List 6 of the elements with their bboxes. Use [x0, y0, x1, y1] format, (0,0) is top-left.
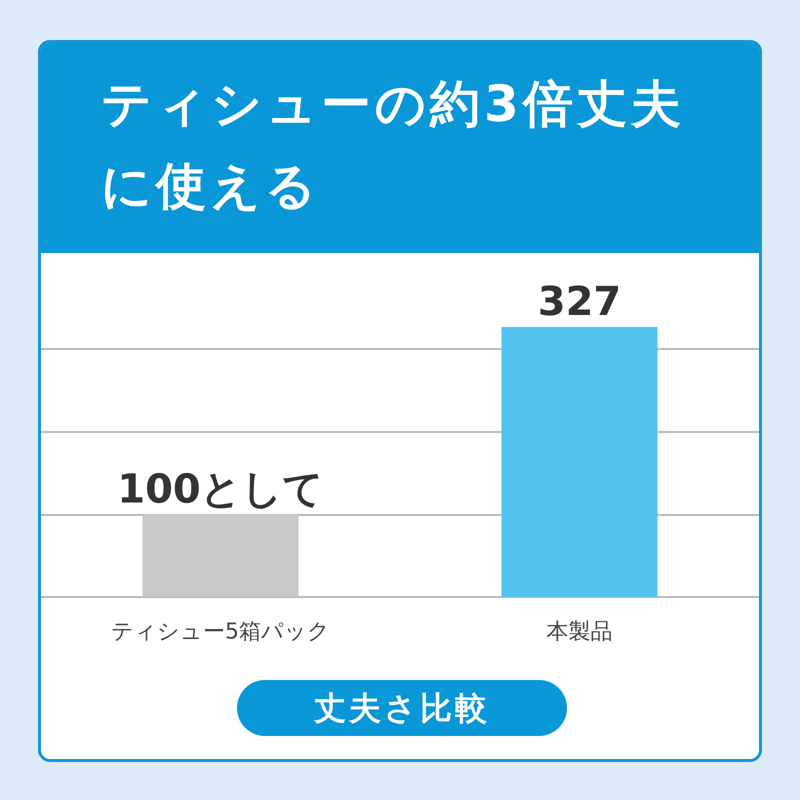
x-tick-label: ティシュー5箱パック	[111, 620, 330, 644]
x-axis-title: 丈夫さ比較	[237, 680, 567, 736]
data-label: 327	[538, 278, 622, 325]
chart-title: ティシューの約3倍丈夫に使える	[101, 74, 686, 217]
x-tick-label: 本製品	[546, 620, 612, 644]
data-label: 100として	[117, 466, 324, 512]
